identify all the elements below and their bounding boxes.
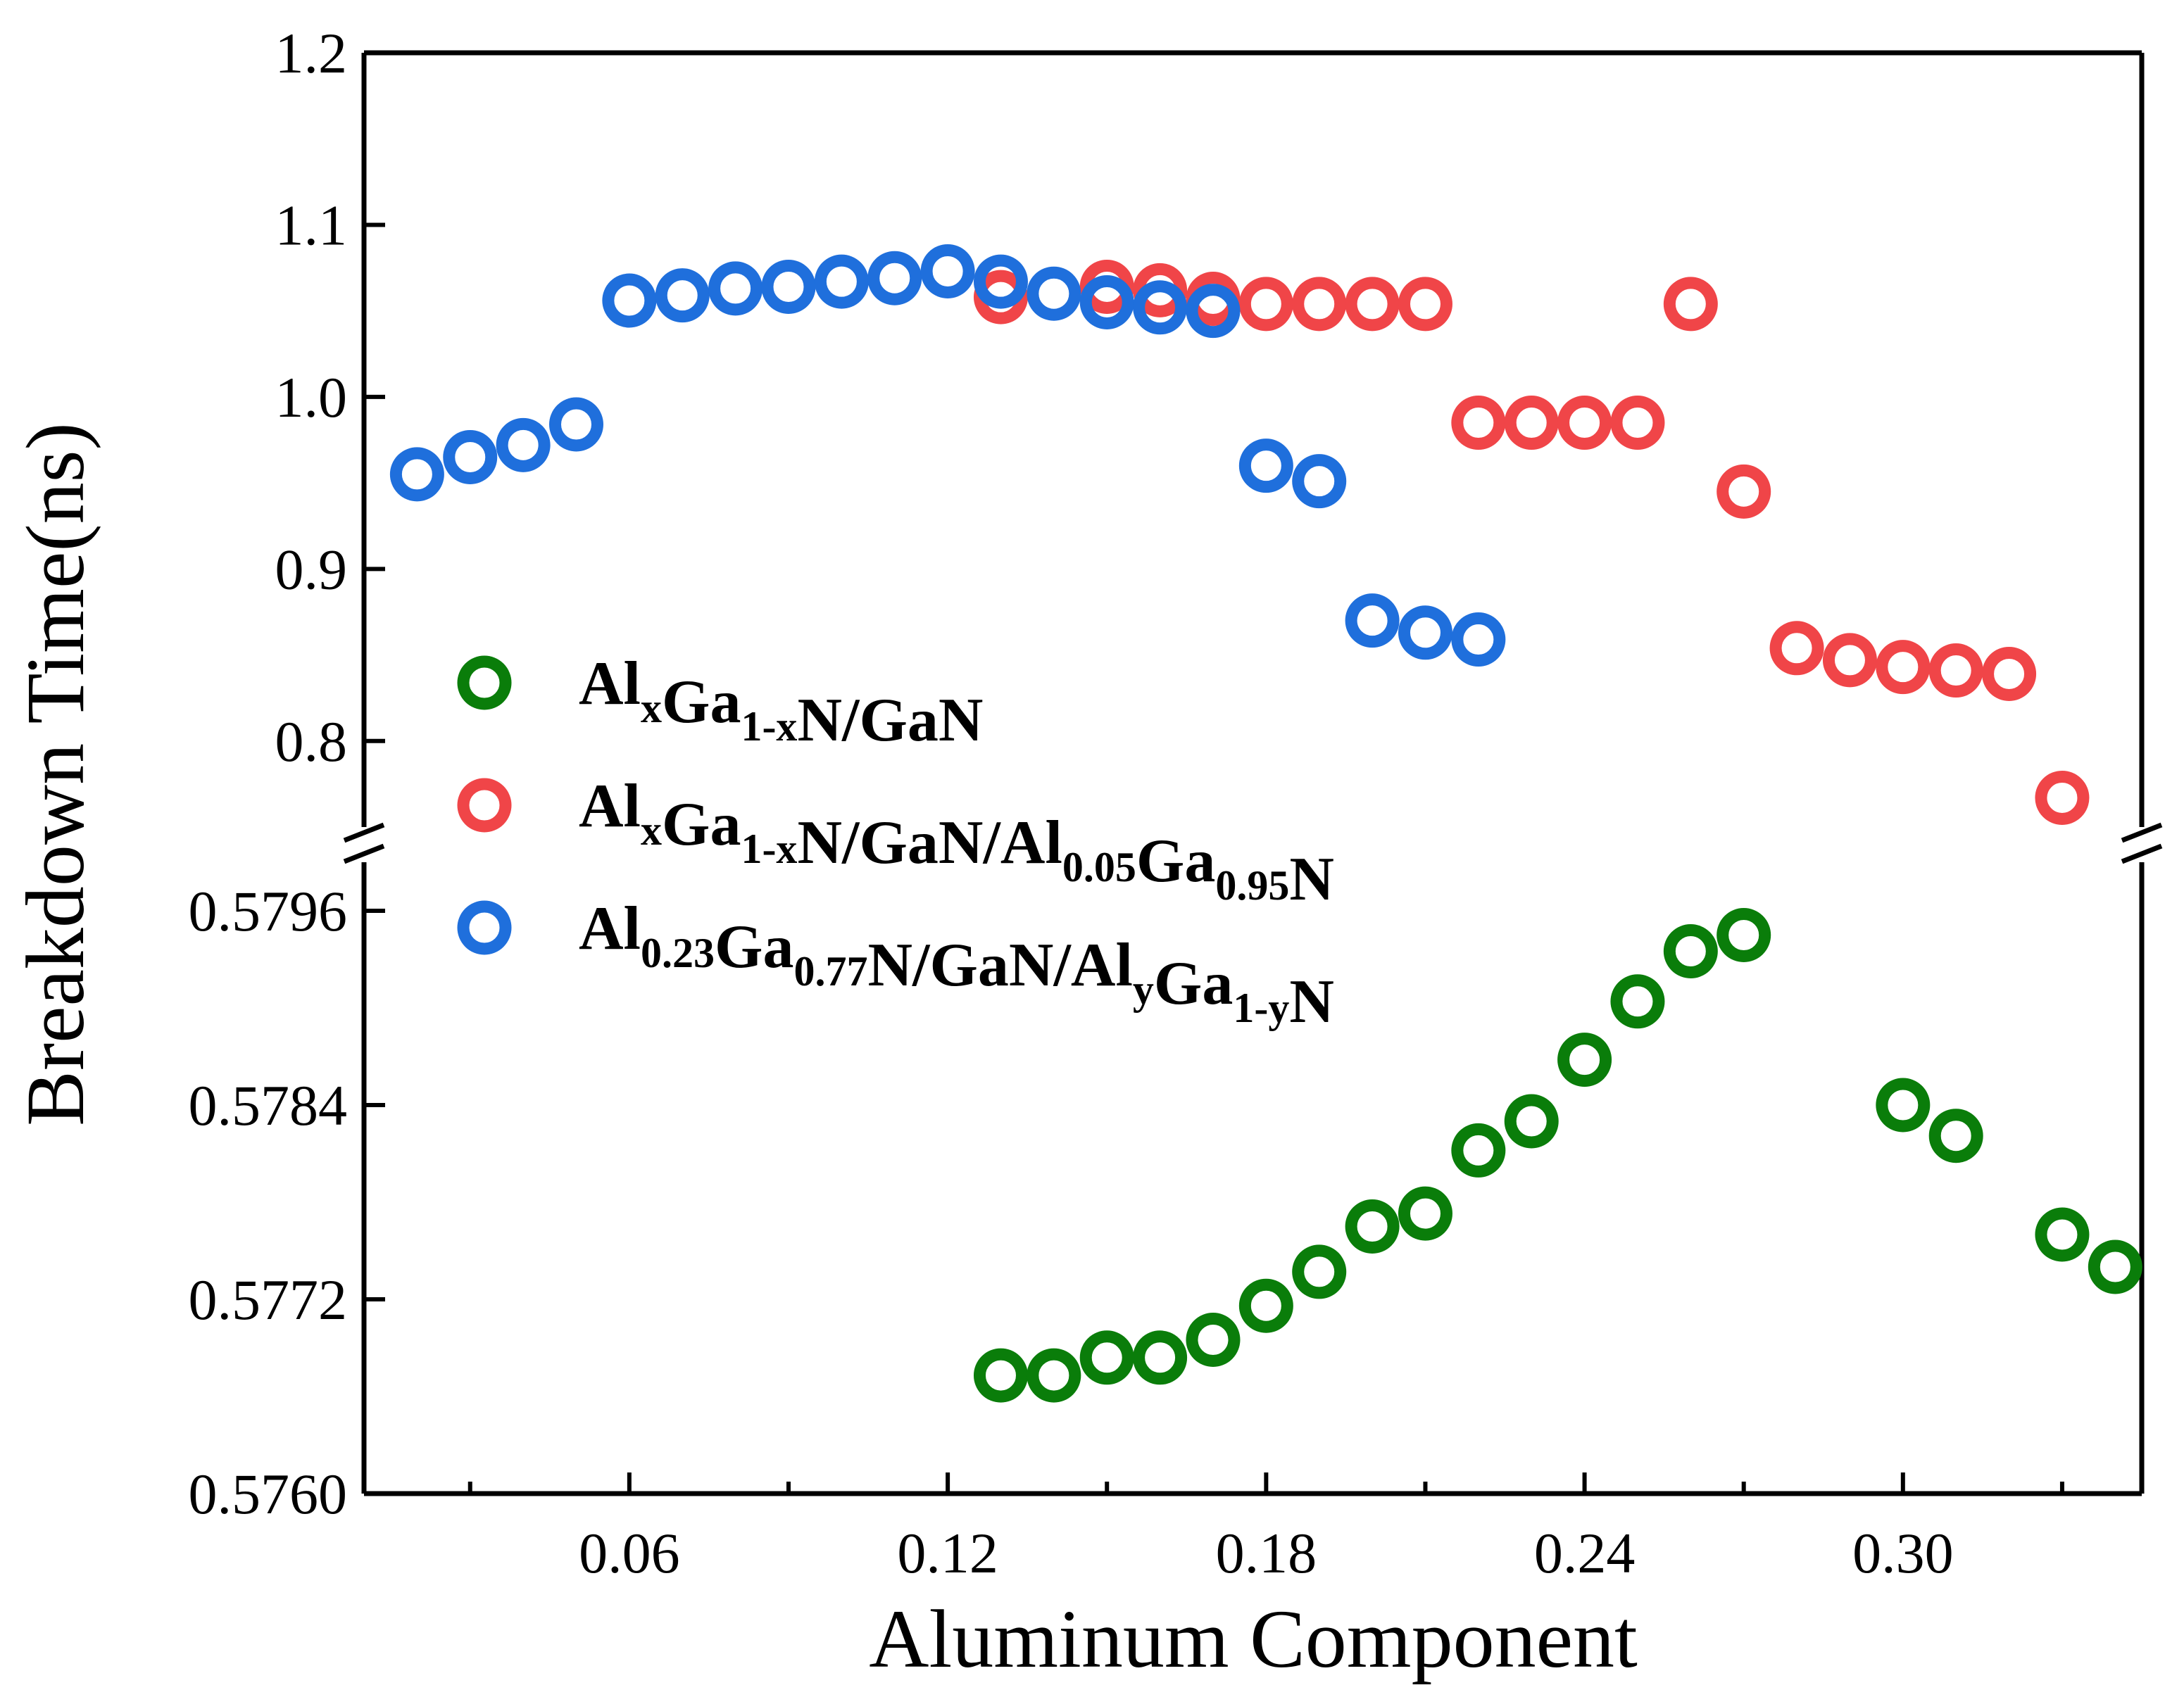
data-point bbox=[1876, 640, 1931, 695]
x-tick-label: 0.06 bbox=[579, 1521, 680, 1585]
data-point bbox=[1398, 605, 1452, 660]
data-point bbox=[496, 417, 551, 472]
data-point bbox=[1079, 275, 1134, 329]
data-point bbox=[1292, 277, 1347, 332]
data-point bbox=[1557, 1033, 1612, 1087]
data-point bbox=[708, 261, 763, 316]
data-point bbox=[1345, 593, 1400, 648]
series-3-points bbox=[389, 244, 1506, 667]
data-point bbox=[1504, 396, 1559, 450]
x-axis-title: Aluminum Component bbox=[869, 1593, 1638, 1685]
data-point bbox=[1238, 439, 1293, 493]
upper-y-tick-label: 1.2 bbox=[275, 21, 348, 85]
data-point bbox=[1398, 1186, 1452, 1241]
data-point bbox=[1398, 277, 1452, 332]
data-point bbox=[1345, 1199, 1400, 1254]
data-points bbox=[389, 244, 2142, 1403]
x-tick-label: 0.24 bbox=[1534, 1521, 1636, 1585]
legend-entry-1: AlxGa1-xN/GaN bbox=[457, 650, 983, 755]
lower-y-tick-label: 0.5784 bbox=[189, 1073, 348, 1137]
legend-marker bbox=[457, 655, 512, 710]
data-point bbox=[1079, 1330, 1134, 1385]
data-point bbox=[1822, 633, 1877, 688]
data-point bbox=[1133, 263, 1188, 317]
data-point bbox=[1451, 396, 1506, 450]
data-point bbox=[1133, 1330, 1188, 1385]
left-axis-break-mark-top bbox=[343, 822, 385, 843]
lower-y-tick-label: 0.5760 bbox=[189, 1462, 348, 1526]
data-point bbox=[814, 254, 869, 309]
data-point bbox=[1186, 284, 1241, 339]
data-point bbox=[1982, 646, 2037, 701]
upper-y-tick-label: 0.9 bbox=[275, 537, 348, 601]
data-point bbox=[1027, 1348, 1081, 1403]
axis-ticks bbox=[364, 51, 2064, 1496]
legend-marker bbox=[457, 900, 512, 955]
data-point bbox=[1876, 1078, 1931, 1133]
data-point bbox=[1717, 464, 1771, 519]
data-point bbox=[602, 273, 657, 328]
data-point bbox=[761, 259, 816, 314]
left-axis-break-mark-bottom bbox=[343, 843, 385, 864]
data-point bbox=[973, 1348, 1028, 1403]
legend-label: AlxGa1-xN/GaN/Al0.05Ga0.95N bbox=[579, 772, 1334, 914]
data-point bbox=[1769, 621, 1824, 676]
data-point bbox=[1238, 1278, 1293, 1333]
x-tick-label: 0.30 bbox=[1852, 1521, 1954, 1585]
data-point bbox=[1717, 908, 1771, 962]
data-point bbox=[655, 268, 710, 323]
data-point bbox=[2035, 770, 2090, 825]
data-point bbox=[1451, 612, 1506, 667]
data-point bbox=[1610, 396, 1665, 450]
plot-frame bbox=[343, 50, 2163, 1496]
data-point bbox=[1027, 266, 1081, 321]
right-axis-break-mark-top bbox=[2121, 822, 2163, 843]
right-axis-break-mark-bottom bbox=[2121, 843, 2163, 864]
data-point bbox=[1292, 1244, 1347, 1299]
legend: AlxGa1-xN/GaN AlxGa1-xN/GaN/Al0.05Ga0.95N… bbox=[457, 650, 1334, 1036]
data-point bbox=[1292, 454, 1347, 509]
legend-label: Al0.23Ga0.77N/GaN/AlyGa1-yN bbox=[579, 895, 1334, 1036]
lower-y-tick-label: 0.5796 bbox=[189, 879, 348, 943]
data-point bbox=[1504, 1094, 1559, 1149]
axis-tick-labels: 0.06 0.12 0.18 0.24 0.30 0.8 0.9 1.0 1.1 1.2 0.576… bbox=[189, 21, 1954, 1585]
data-point bbox=[1663, 924, 1718, 978]
x-tick-label: 0.18 bbox=[1216, 1521, 1317, 1585]
data-point bbox=[973, 254, 1028, 309]
data-point bbox=[1133, 280, 1188, 335]
lower-y-tick-label: 0.5772 bbox=[189, 1268, 348, 1332]
data-point bbox=[443, 429, 498, 484]
data-point bbox=[1928, 1109, 1983, 1163]
data-point bbox=[548, 397, 603, 452]
data-point bbox=[1610, 974, 1665, 1029]
data-point bbox=[1451, 1123, 1506, 1178]
legend-marker bbox=[457, 778, 512, 833]
data-point bbox=[2088, 1239, 2142, 1294]
data-point bbox=[1928, 643, 1983, 698]
data-point bbox=[1557, 396, 1612, 450]
data-point bbox=[1186, 1313, 1241, 1367]
legend-label: AlxGa1-xN/GaN bbox=[579, 650, 983, 755]
y-axis-title: Breakdown Time(ns) bbox=[9, 422, 101, 1126]
legend-entry-2: AlxGa1-xN/GaN/Al0.05Ga0.95N bbox=[457, 772, 1334, 914]
series-1-points bbox=[973, 908, 2142, 1403]
upper-y-tick-label: 0.8 bbox=[275, 709, 348, 774]
x-tick-label: 0.12 bbox=[897, 1521, 998, 1585]
upper-y-tick-label: 1.1 bbox=[275, 193, 348, 257]
upper-y-tick-label: 1.0 bbox=[275, 365, 348, 429]
data-point bbox=[920, 244, 975, 298]
legend-entry-3: Al0.23Ga0.77N/GaN/AlyGa1-yN bbox=[457, 895, 1334, 1036]
data-point bbox=[2035, 1207, 2090, 1262]
data-point bbox=[1663, 277, 1718, 332]
data-point bbox=[867, 251, 922, 305]
data-point bbox=[1238, 277, 1293, 332]
data-point bbox=[1345, 277, 1400, 332]
data-point bbox=[389, 447, 444, 502]
